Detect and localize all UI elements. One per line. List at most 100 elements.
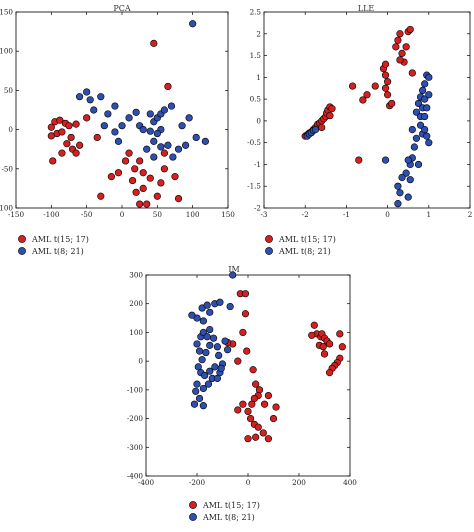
pca-point-aml-15-17 <box>107 173 115 181</box>
lle-point-aml-8-21 <box>311 126 320 134</box>
im-xtick-label: 0 <box>246 478 251 487</box>
im-point-aml-8-21 <box>229 271 237 279</box>
pca-point-aml-8-21 <box>75 93 84 101</box>
pca-point-aml-15-17 <box>75 141 84 149</box>
pca-plot-frame <box>15 11 229 209</box>
im-ytick-label: -100 <box>127 385 144 394</box>
im-point-aml-8-21 <box>204 380 213 388</box>
pca-point-aml-15-17 <box>136 200 144 208</box>
pca-point-aml-8-21 <box>153 129 161 138</box>
pca-point-aml-15-17 <box>125 149 133 157</box>
lle-ytick-label: -1.5 <box>247 182 261 191</box>
im-point-aml-8-21 <box>202 348 210 357</box>
lle-legend: AML t(15; 17) AML t(8; 21) <box>265 235 336 256</box>
im-point-aml-8-21 <box>199 384 207 393</box>
lle-panel: LLE -3 -2 -1 0 1 2-2-1.5-1-0.500.511.522.5 <box>247 4 472 219</box>
im-point-aml-15-17 <box>246 414 255 423</box>
im-point-aml-8-21 <box>206 341 214 349</box>
pca-point-aml-15-17 <box>97 192 105 200</box>
lle-xtick-label: -2 <box>302 210 309 219</box>
pca-point-aml-15-17 <box>129 176 137 185</box>
pca-point-aml-15-17 <box>132 188 140 196</box>
pca-point-aml-15-17 <box>160 149 168 157</box>
lle-point-aml-8-21 <box>406 176 414 184</box>
im-point-aml-8-21 <box>192 387 200 395</box>
lle-point-aml-15-17 <box>394 36 402 44</box>
lle-title: LLE <box>358 4 375 13</box>
im-point-aml-8-21 <box>188 311 196 319</box>
lle-point-aml-15-17 <box>371 82 379 90</box>
im-point-aml-15-17 <box>272 403 280 411</box>
lle-ytick-label: -2 <box>254 204 261 213</box>
im-point-aml-8-21 <box>199 317 207 325</box>
im-point-aml-8-21 <box>206 308 214 316</box>
lle-ytick-label: -0.5 <box>247 138 261 147</box>
pca-point-aml-8-21 <box>169 153 177 161</box>
im-legend-label-aml-8-21: AML t(8; 21) <box>202 513 255 522</box>
im-plot-frame <box>145 274 351 477</box>
lle-point-aml-15-17 <box>326 112 334 120</box>
lle-point-aml-8-21 <box>408 126 416 134</box>
pca-point-aml-15-17 <box>143 200 151 208</box>
im-ytick-label: -400 <box>127 472 144 481</box>
im-xtick-label: -200 <box>189 478 206 487</box>
im-ytick-label: 100 <box>129 328 143 337</box>
lle-point-aml-8-21 <box>394 200 402 208</box>
pca-title: PCA <box>113 4 131 13</box>
im-point-aml-15-17 <box>260 400 269 408</box>
im-point-aml-15-17 <box>254 423 262 431</box>
im-point-aml-15-17 <box>319 343 327 351</box>
lle-point-aml-15-17 <box>348 82 357 90</box>
im-point-aml-15-17 <box>259 429 267 437</box>
lle-point-aml-8-21 <box>425 73 433 81</box>
lle-ytick-label: 1 <box>256 73 261 82</box>
im-point-aml-8-21 <box>201 371 209 380</box>
pca-point-aml-8-21 <box>90 106 98 114</box>
im-point-aml-8-21 <box>195 347 204 355</box>
pca-point-aml-15-17 <box>131 165 139 173</box>
pca-point-aml-15-17 <box>136 157 144 165</box>
lle-point-aml-8-21 <box>398 173 406 182</box>
im-point-aml-8-21 <box>217 364 225 372</box>
lle-ytick-label: -1 <box>254 160 261 169</box>
im-point-aml-15-17 <box>338 343 346 351</box>
im-point-aml-8-21 <box>198 356 206 364</box>
im-ytick-label: 0 <box>138 357 143 366</box>
pca-point-aml-8-21 <box>150 153 158 161</box>
lle-point-aml-15-17 <box>408 69 416 77</box>
lle-point-aml-8-21 <box>410 143 418 151</box>
lle-ytick-label: 0 <box>256 116 261 125</box>
pca-point-aml-15-17 <box>49 157 57 165</box>
pca-ytick-label: -100 <box>0 204 13 213</box>
pca-point-aml-15-17 <box>72 120 80 128</box>
lle-ytick-label: 0.5 <box>250 95 262 104</box>
lle-point-aml-8-21 <box>423 132 431 140</box>
pca-xtick-label: -150 <box>8 210 25 219</box>
pca-point-aml-8-21 <box>146 127 154 135</box>
pca-point-aml-15-17 <box>139 169 147 177</box>
pca-point-aml-8-21 <box>111 128 119 136</box>
im-point-aml-15-17 <box>241 310 250 318</box>
pca-legend-marker-aml-15-17 <box>18 235 26 243</box>
pca-point-aml-8-21 <box>97 93 105 101</box>
im-legend: AML t(15; 17) AML t(8; 21) <box>189 501 260 522</box>
lle-point-aml-8-21 <box>414 99 423 108</box>
lle-xtick-label: -3 <box>260 210 267 219</box>
im-point-aml-15-17 <box>241 290 250 298</box>
im-point-aml-15-17 <box>269 414 278 423</box>
lle-ytick-label: 2 <box>256 29 261 38</box>
pca-point-aml-15-17 <box>93 133 101 142</box>
im-point-aml-15-17 <box>244 407 252 415</box>
im-point-aml-15-17 <box>310 321 318 329</box>
im-legend-marker-aml-8-21 <box>189 513 197 521</box>
pca-point-aml-15-17 <box>153 192 161 200</box>
pca-point-aml-15-17 <box>72 149 80 157</box>
im-point-aml-15-17 <box>239 328 247 337</box>
lle-point-aml-15-17 <box>396 56 404 64</box>
im-point-aml-15-17 <box>326 340 334 348</box>
im-point-aml-8-21 <box>195 394 204 403</box>
pca-point-aml-8-21 <box>150 137 158 145</box>
pca-point-aml-8-21 <box>118 122 126 130</box>
pca-ytick-label: 0 <box>8 125 13 134</box>
pca-xtick-label: -100 <box>43 210 60 219</box>
